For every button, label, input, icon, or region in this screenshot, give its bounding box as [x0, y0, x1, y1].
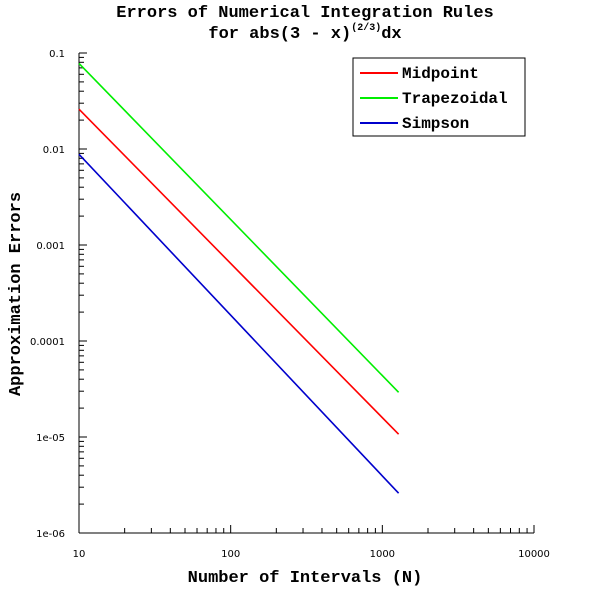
- subtitle-exponent: (2/3): [351, 22, 381, 34]
- y-tick-label: 0.01: [43, 145, 65, 156]
- series-group: [78, 62, 400, 494]
- legend-label-trapezoidal: Trapezoidal: [402, 90, 508, 108]
- y-tick-label: 0.1: [49, 49, 65, 60]
- y-tick-label: 0.0001: [30, 337, 65, 348]
- series-line-simpson: [78, 153, 400, 494]
- legend-items: Midpoint Trapezoidal Simpson: [360, 65, 508, 133]
- x-tick-label: 10: [73, 549, 86, 560]
- legend-label-midpoint: Midpoint: [402, 65, 479, 83]
- y-tick-label: 1e-06: [36, 529, 65, 540]
- y-tick-labels: 1e-06 1e-05 0.0001 0.001 0.01 0.1: [30, 49, 65, 540]
- series-line-trapezoidal: [78, 62, 400, 393]
- subtitle-suffix: dx: [381, 25, 401, 44]
- chart-subtitle: for abs(3 - x)(2/3)dx: [208, 22, 401, 44]
- x-tick-label: 100: [221, 549, 240, 560]
- x-axis-label: Number of Intervals (N): [188, 569, 423, 588]
- x-tick-label: 1000: [370, 549, 395, 560]
- series-line-midpoint: [78, 108, 400, 435]
- legend: Midpoint Trapezoidal Simpson: [352, 57, 526, 137]
- x-tick-labels: 10 100 1000 10000: [73, 549, 550, 560]
- y-tick-label: 0.001: [36, 241, 65, 252]
- y-axis-label: Approximation Errors: [7, 192, 26, 396]
- x-tick-label: 10000: [518, 549, 550, 560]
- legend-label-simpson: Simpson: [402, 115, 469, 133]
- chart-title: Errors of Numerical Integration Rules: [116, 4, 493, 23]
- y-tick-label: 1e-05: [36, 433, 65, 444]
- axes: [78, 52, 535, 534]
- subtitle-main: for abs(3 - x): [208, 25, 351, 44]
